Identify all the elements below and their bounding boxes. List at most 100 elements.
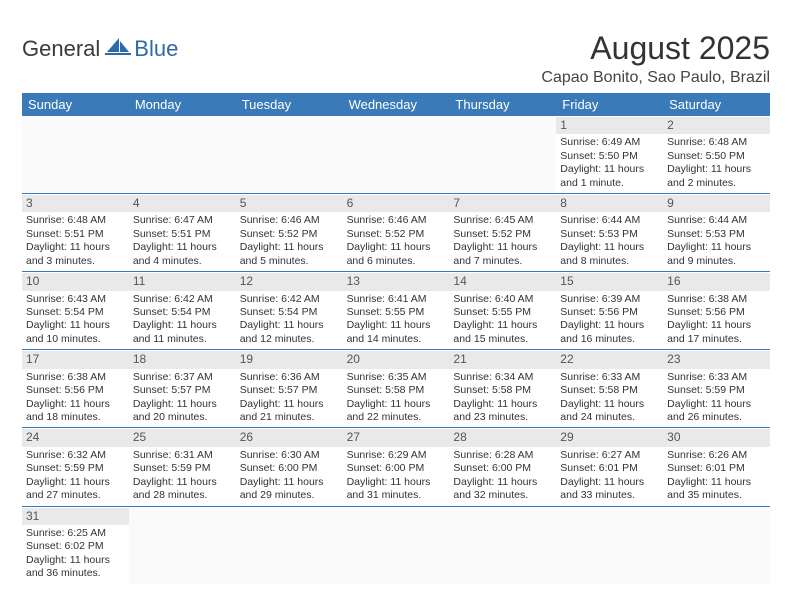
day-number: 3 <box>22 195 129 212</box>
day-number: 14 <box>449 273 556 290</box>
day-info-line: Sunrise: 6:44 AM <box>560 214 659 227</box>
day-info-line: Sunrise: 6:47 AM <box>133 214 232 227</box>
day-info-line: Sunset: 5:57 PM <box>240 384 339 397</box>
day-info-line: Sunrise: 6:29 AM <box>347 449 446 462</box>
day-info-line: and 2 minutes. <box>667 177 766 190</box>
day-info-line: Sunrise: 6:42 AM <box>133 293 232 306</box>
day-info-line: Sunset: 5:53 PM <box>560 228 659 241</box>
day-info-line: and 17 minutes. <box>667 333 766 346</box>
day-cell <box>236 507 343 584</box>
day-info-line: Sunrise: 6:28 AM <box>453 449 552 462</box>
day-info-line: and 1 minute. <box>560 177 659 190</box>
week-row: 31Sunrise: 6:25 AMSunset: 6:02 PMDayligh… <box>22 507 770 584</box>
logo: General Blue <box>22 36 178 62</box>
day-info-line: Daylight: 11 hours <box>26 398 125 411</box>
weekday-header: Sunday <box>22 93 129 116</box>
day-info-line: Daylight: 11 hours <box>133 319 232 332</box>
day-info-line: Daylight: 11 hours <box>560 319 659 332</box>
day-cell: 15Sunrise: 6:39 AMSunset: 5:56 PMDayligh… <box>556 272 663 349</box>
day-number: 16 <box>663 273 770 290</box>
title-block: August 2025 Capao Bonito, Sao Paulo, Bra… <box>541 30 770 87</box>
day-info-line: Sunset: 5:52 PM <box>453 228 552 241</box>
day-info-line: Daylight: 11 hours <box>240 476 339 489</box>
day-cell: 14Sunrise: 6:40 AMSunset: 5:55 PMDayligh… <box>449 272 556 349</box>
day-number: 2 <box>663 117 770 134</box>
day-info-line: Daylight: 11 hours <box>560 241 659 254</box>
day-number: 7 <box>449 195 556 212</box>
day-number: 28 <box>449 429 556 446</box>
day-info-line: and 33 minutes. <box>560 489 659 502</box>
day-number: 12 <box>236 273 343 290</box>
day-info-line: and 36 minutes. <box>26 567 125 580</box>
day-number: 4 <box>129 195 236 212</box>
day-info-line: Sunrise: 6:25 AM <box>26 527 125 540</box>
day-info-line: Sunrise: 6:27 AM <box>560 449 659 462</box>
day-number: 10 <box>22 273 129 290</box>
day-cell: 30Sunrise: 6:26 AMSunset: 6:01 PMDayligh… <box>663 428 770 505</box>
day-info-line: Sunrise: 6:36 AM <box>240 371 339 384</box>
weekday-header: Saturday <box>663 93 770 116</box>
day-info-line: Sunrise: 6:42 AM <box>240 293 339 306</box>
day-info-line: Daylight: 11 hours <box>667 398 766 411</box>
weekday-header: Monday <box>129 93 236 116</box>
day-info-line: and 18 minutes. <box>26 411 125 424</box>
day-number: 8 <box>556 195 663 212</box>
day-info-line: and 22 minutes. <box>347 411 446 424</box>
day-info-line: Sunrise: 6:38 AM <box>26 371 125 384</box>
day-info-line: Sunrise: 6:32 AM <box>26 449 125 462</box>
day-info-line: Daylight: 11 hours <box>667 319 766 332</box>
day-info-line: Daylight: 11 hours <box>667 163 766 176</box>
day-info-line: Sunrise: 6:33 AM <box>667 371 766 384</box>
day-cell <box>663 507 770 584</box>
day-info-line: and 31 minutes. <box>347 489 446 502</box>
day-info-line: Sunset: 5:54 PM <box>133 306 232 319</box>
day-info-line: Daylight: 11 hours <box>26 241 125 254</box>
day-cell: 5Sunrise: 6:46 AMSunset: 5:52 PMDaylight… <box>236 194 343 271</box>
day-cell <box>22 116 129 193</box>
day-info-line: Sunrise: 6:43 AM <box>26 293 125 306</box>
day-info-line: Sunrise: 6:46 AM <box>347 214 446 227</box>
weekday-header: Tuesday <box>236 93 343 116</box>
day-info-line: Sunset: 5:57 PM <box>133 384 232 397</box>
calendar-grid: SundayMondayTuesdayWednesdayThursdayFrid… <box>22 93 770 584</box>
day-number: 20 <box>343 351 450 368</box>
day-number: 1 <box>556 117 663 134</box>
day-cell: 20Sunrise: 6:35 AMSunset: 5:58 PMDayligh… <box>343 350 450 427</box>
day-info-line: Sunset: 5:55 PM <box>347 306 446 319</box>
day-info-line: and 3 minutes. <box>26 255 125 268</box>
day-cell: 16Sunrise: 6:38 AMSunset: 5:56 PMDayligh… <box>663 272 770 349</box>
day-info-line: Sunset: 5:56 PM <box>667 306 766 319</box>
week-row: 17Sunrise: 6:38 AMSunset: 5:56 PMDayligh… <box>22 350 770 428</box>
day-info-line: and 32 minutes. <box>453 489 552 502</box>
location-text: Capao Bonito, Sao Paulo, Brazil <box>541 69 770 87</box>
weekday-header: Thursday <box>449 93 556 116</box>
day-info-line: Sunset: 6:00 PM <box>347 462 446 475</box>
day-cell <box>343 116 450 193</box>
day-info-line: and 5 minutes. <box>240 255 339 268</box>
day-info-line: Sunset: 5:53 PM <box>667 228 766 241</box>
day-number: 24 <box>22 429 129 446</box>
day-info-line: Sunset: 5:51 PM <box>133 228 232 241</box>
day-cell <box>236 116 343 193</box>
day-cell <box>343 507 450 584</box>
day-number: 26 <box>236 429 343 446</box>
day-number: 9 <box>663 195 770 212</box>
day-info-line: Sunset: 6:01 PM <box>560 462 659 475</box>
day-info-line: and 12 minutes. <box>240 333 339 346</box>
day-info-line: Sunset: 5:58 PM <box>347 384 446 397</box>
day-cell <box>556 507 663 584</box>
day-info-line: Sunrise: 6:41 AM <box>347 293 446 306</box>
day-cell: 18Sunrise: 6:37 AMSunset: 5:57 PMDayligh… <box>129 350 236 427</box>
day-info-line: Sunrise: 6:33 AM <box>560 371 659 384</box>
weekday-header: Wednesday <box>343 93 450 116</box>
day-info-line: and 20 minutes. <box>133 411 232 424</box>
header-row: General Blue August 2025 Capao Bonito, S… <box>22 30 770 87</box>
day-info-line: Daylight: 11 hours <box>26 554 125 567</box>
logo-text-blue: Blue <box>134 36 178 62</box>
logo-text-general: General <box>22 36 100 62</box>
day-info-line: Daylight: 11 hours <box>26 476 125 489</box>
day-info-line: and 4 minutes. <box>133 255 232 268</box>
day-info-line: Sunset: 5:50 PM <box>560 150 659 163</box>
day-info-line: Daylight: 11 hours <box>667 476 766 489</box>
day-cell: 2Sunrise: 6:48 AMSunset: 5:50 PMDaylight… <box>663 116 770 193</box>
